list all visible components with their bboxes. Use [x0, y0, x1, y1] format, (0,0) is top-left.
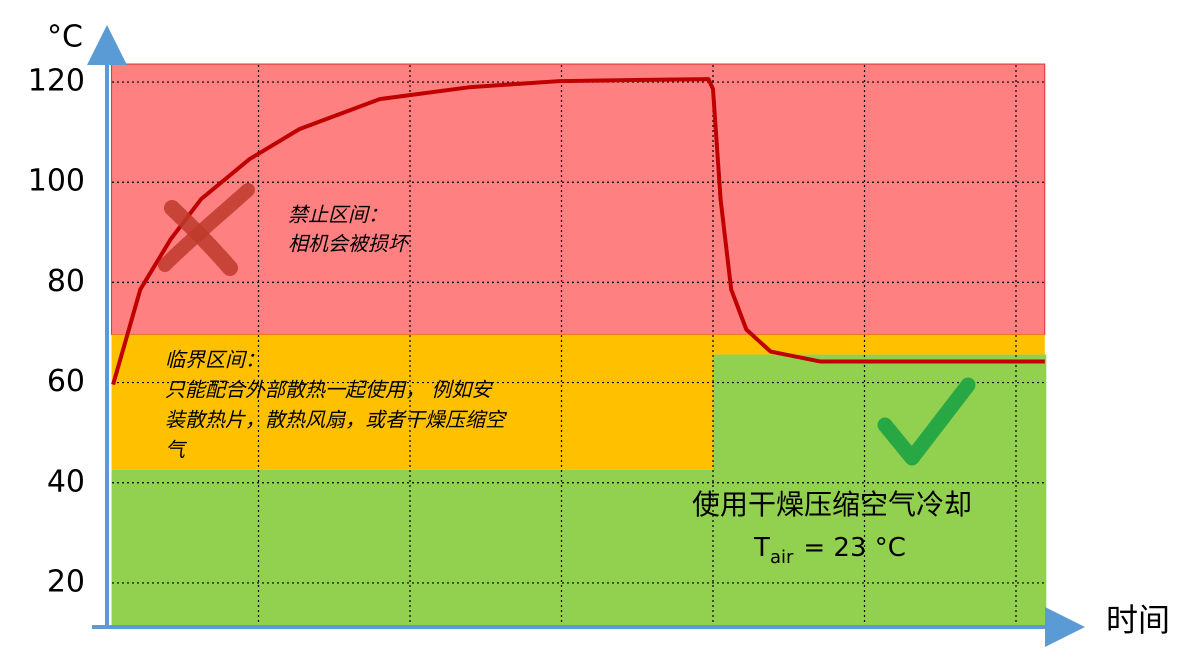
zone	[111, 334, 714, 470]
zone	[713, 334, 1045, 355]
y-tick-label: 60	[47, 364, 85, 399]
t-subscript: air	[770, 547, 794, 568]
annotation: 临界区间：	[165, 348, 265, 372]
annotation: 相机会被损坏	[288, 232, 412, 256]
y-tick-label: 40	[47, 464, 85, 499]
grid	[107, 65, 1045, 627]
temperature-note: Tair = 23 °C	[753, 533, 906, 569]
y-tick-label: 100	[28, 164, 85, 199]
zone	[111, 63, 1046, 336]
t-value: = 23 °C	[803, 533, 906, 563]
temperature-line	[111, 77, 1045, 386]
t-symbol: T	[753, 533, 770, 563]
annotation: 使用干燥压缩空气冷却	[692, 488, 972, 521]
zone	[713, 354, 1047, 627]
y-axis-label: °C	[47, 20, 83, 55]
cross-icon	[158, 183, 255, 276]
check-icon	[877, 377, 976, 466]
annotation: 禁止区间：	[288, 203, 388, 227]
y-tick-label: 80	[47, 264, 85, 299]
x-axis-label: 时间	[1106, 601, 1170, 639]
y-tick-label: 20	[47, 564, 85, 599]
annotation: 气	[165, 438, 188, 462]
annotation: 装散热片，散热风扇，或者干燥压缩空	[165, 408, 508, 432]
y-tick-label: 120	[28, 64, 85, 99]
plot	[111, 77, 1045, 386]
zones	[111, 63, 1047, 627]
annotation: 只能配合外部散热一起使用， 例如安	[165, 378, 493, 402]
zone	[111, 469, 714, 627]
